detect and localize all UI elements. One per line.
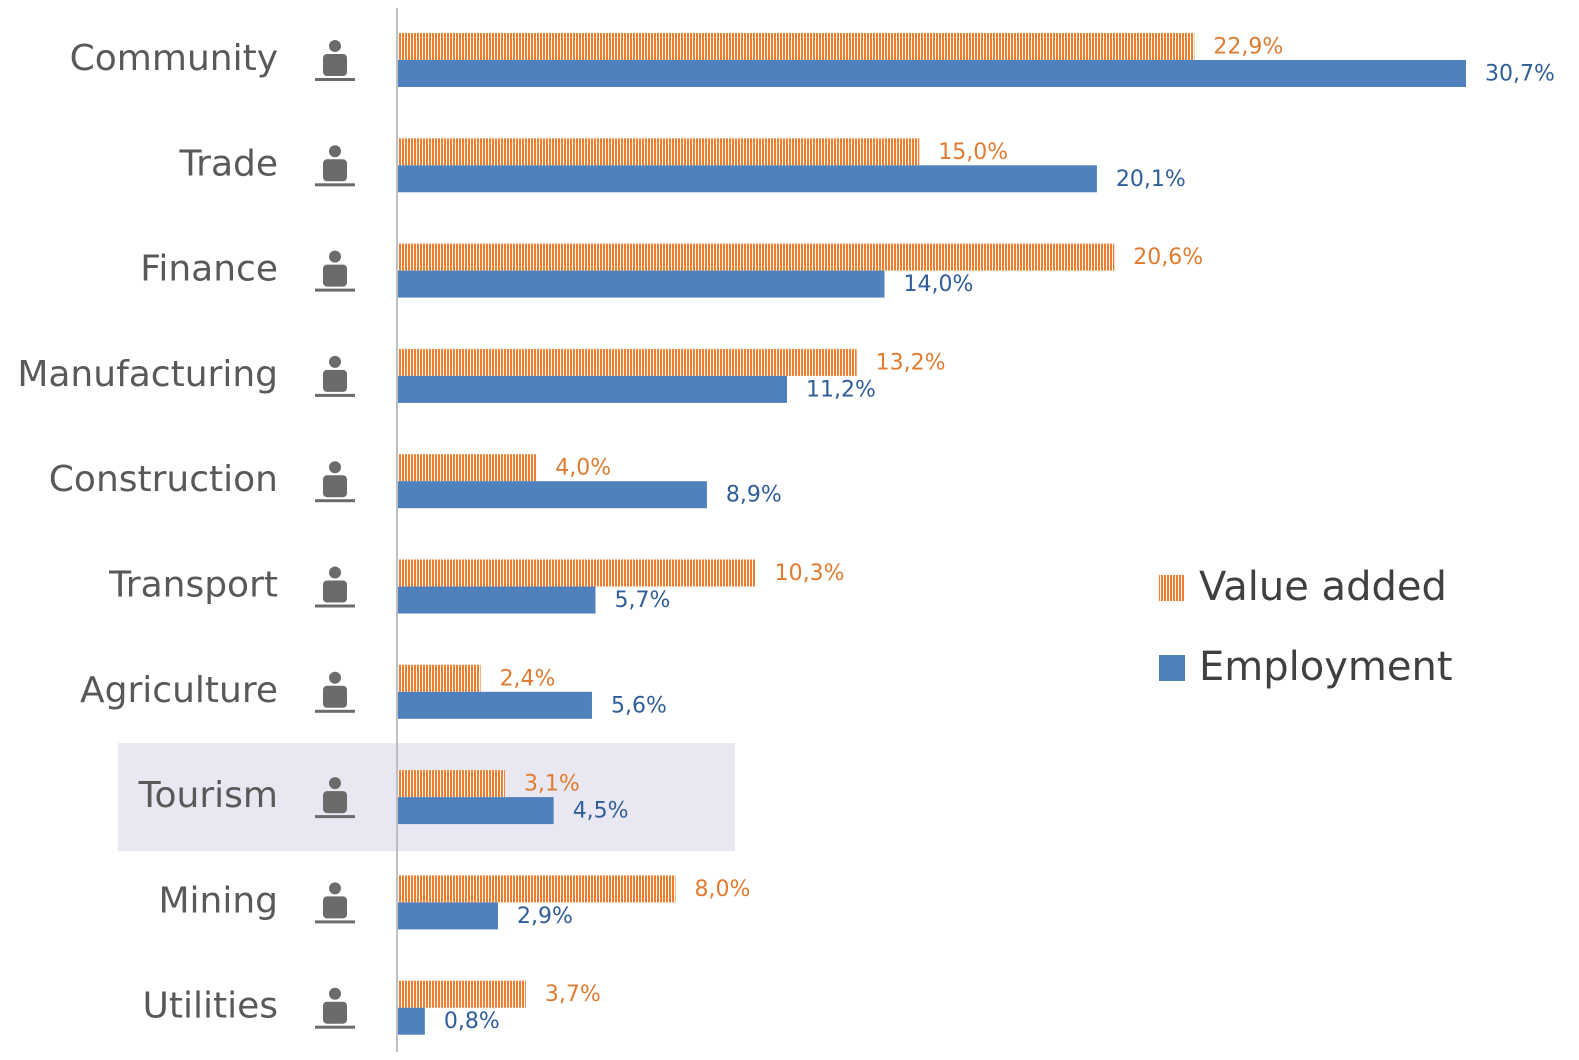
- category-icon: [315, 777, 355, 819]
- icon-part: [315, 604, 355, 608]
- legend-label: Employment: [1199, 644, 1453, 690]
- icon-part: [315, 499, 355, 503]
- icon-part: [315, 1025, 355, 1029]
- icon-part: [323, 54, 347, 76]
- value-label: 10,3%: [775, 561, 845, 586]
- value-label: 4,5%: [573, 799, 629, 824]
- icon-part: [315, 709, 355, 713]
- value-label: 11,2%: [806, 377, 876, 402]
- category-icon: [315, 987, 355, 1029]
- y-tick-label: Agriculture: [80, 670, 278, 711]
- y-tick-label: Community: [70, 38, 278, 79]
- category-icon: [315, 355, 355, 397]
- icon-part: [315, 288, 355, 292]
- bar: [397, 375, 787, 403]
- icon-part: [323, 685, 347, 708]
- icon-part: [329, 250, 341, 263]
- category-icon: [315, 671, 355, 713]
- bar: [397, 348, 857, 376]
- icon-part: [329, 566, 341, 579]
- value-label: 0,8%: [444, 1009, 500, 1034]
- y-tick-label: Tourism: [138, 775, 278, 816]
- category-icon: [315, 40, 355, 81]
- icon-part: [329, 882, 341, 895]
- icon-part: [323, 791, 347, 814]
- icon-part: [315, 183, 355, 187]
- value-label: 8,9%: [726, 483, 782, 508]
- icon-part: [329, 777, 341, 790]
- bar: [397, 875, 676, 903]
- bar: [397, 559, 756, 587]
- icon-part: [323, 159, 347, 182]
- category-icon: [315, 145, 355, 187]
- value-label: 22,9%: [1213, 35, 1283, 60]
- category-icon: [315, 461, 355, 503]
- icon-part: [329, 355, 341, 368]
- value-label: 4,0%: [555, 456, 611, 481]
- value-label: 13,2%: [876, 350, 946, 375]
- y-tick-label: Utilities: [143, 986, 279, 1027]
- bar: [397, 243, 1115, 271]
- icon-part: [323, 896, 347, 919]
- value-label: 14,0%: [903, 272, 973, 297]
- y-tick-label: Manufacturing: [17, 354, 278, 395]
- bar: [397, 770, 505, 798]
- icon-part: [315, 920, 355, 924]
- y-tick-label: Finance: [140, 249, 278, 290]
- icon-part: [315, 78, 355, 81]
- bar: [397, 454, 537, 482]
- icon-part: [329, 461, 341, 474]
- y-tick-label: Construction: [49, 459, 278, 500]
- bar: [397, 33, 1195, 60]
- icon-part: [315, 393, 355, 397]
- icon-part: [323, 1001, 347, 1024]
- value-label: 20,1%: [1116, 167, 1186, 192]
- value-label: 30,7%: [1485, 62, 1555, 87]
- bar: [397, 797, 554, 825]
- icon-part: [329, 671, 341, 684]
- bar: [397, 664, 481, 692]
- bar: [397, 165, 1097, 193]
- category-icon: [315, 250, 355, 292]
- value-label: 2,4%: [500, 666, 556, 691]
- value-label: 5,7%: [614, 588, 670, 613]
- bar: [397, 980, 526, 1008]
- bar: [397, 60, 1466, 87]
- legend-label: Value added: [1199, 564, 1447, 610]
- bar: [397, 1007, 425, 1035]
- y-tick-label: Mining: [158, 880, 278, 921]
- legend-swatch: [1159, 655, 1185, 681]
- icon-part: [329, 987, 341, 1000]
- category-icon: [315, 566, 355, 608]
- bar: [397, 481, 707, 509]
- icon-part: [323, 475, 347, 498]
- bar: [397, 691, 592, 719]
- value-label: 3,1%: [524, 772, 580, 797]
- icon-part: [323, 580, 347, 603]
- value-label: 15,0%: [938, 140, 1008, 165]
- value-label: 5,6%: [611, 693, 667, 718]
- icon-part: [323, 369, 347, 392]
- value-label: 2,9%: [517, 904, 573, 929]
- bar: [397, 586, 596, 614]
- value-label: 8,0%: [695, 877, 751, 902]
- icon-part: [329, 40, 341, 52]
- icon-part: [323, 264, 347, 287]
- value-label: 3,7%: [545, 982, 601, 1007]
- y-tick-label: Transport: [108, 565, 278, 606]
- bar: [397, 138, 920, 166]
- bar: [397, 902, 498, 930]
- icon-part: [329, 145, 341, 158]
- value-label: 20,6%: [1133, 245, 1203, 270]
- bar: [397, 270, 885, 298]
- category-icon: [315, 882, 355, 924]
- y-tick-label: Trade: [178, 143, 278, 184]
- legend-swatch: [1159, 575, 1185, 601]
- icon-part: [315, 815, 355, 819]
